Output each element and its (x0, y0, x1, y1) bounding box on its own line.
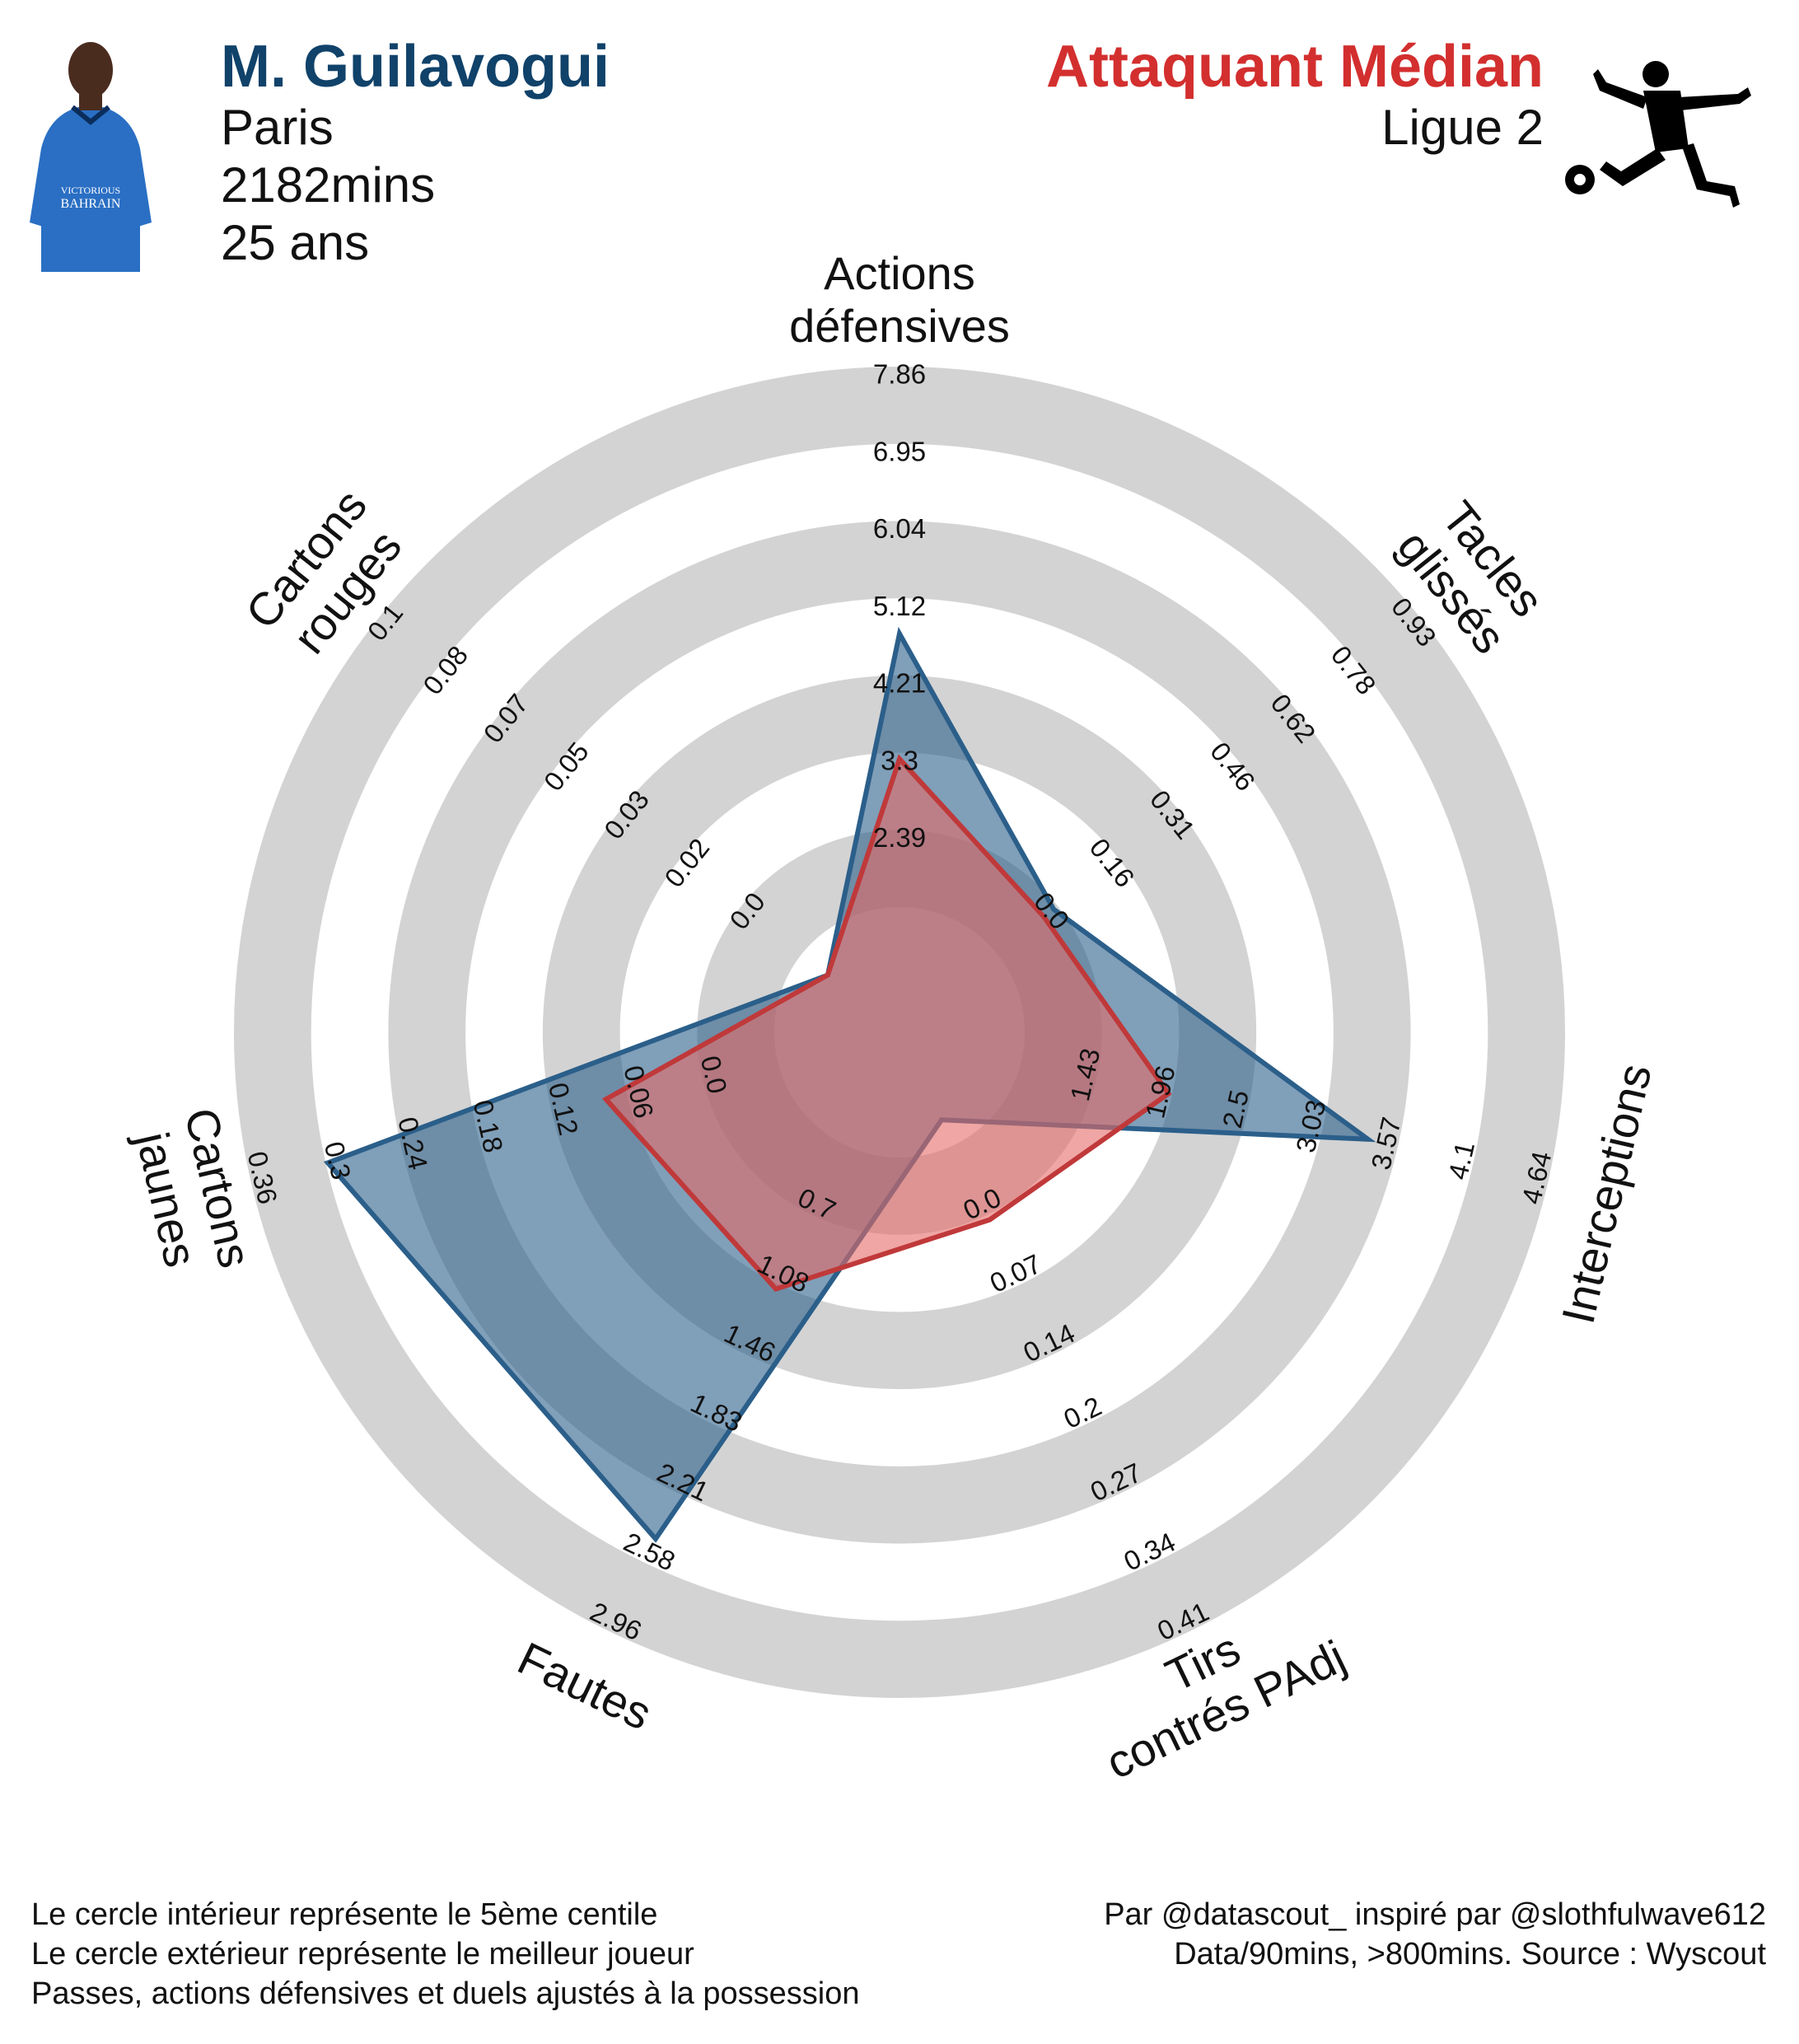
radar-polygons (323, 626, 1376, 1543)
footer-notes: Le cercle intérieur représente le 5ème c… (31, 1895, 859, 2014)
footballer-kick-icon (1565, 61, 1751, 208)
team-name: Paris (221, 100, 334, 155)
axis-label-line: Fautes (510, 1632, 660, 1740)
footer-credit-author: Par @datascout_ inspiré par @slothfulwav… (1104, 1897, 1766, 1932)
player-name: M. Guilavogui (221, 34, 610, 100)
player-photo: VICTORIOUS BAHRAIN (25, 25, 157, 272)
tick-label: 6.04 (873, 513, 926, 544)
player-age: 25 ans (221, 215, 370, 270)
radar-series-1 (601, 754, 1172, 1293)
tick-label: 2.39 (873, 822, 926, 853)
footer-credit-source: Data/90mins, >800mins. Source : Wyscout (1174, 1937, 1766, 1972)
photo-sponsor-line-1: VICTORIOUS (61, 185, 120, 196)
footer-note-possession: Passes, actions défensives et duels ajus… (31, 1976, 860, 2011)
axis-label: Fautes (510, 1632, 660, 1740)
tick-label: 7.86 (873, 359, 926, 390)
tick-label: 6.95 (873, 436, 926, 466)
axis-label-line: défensives (789, 300, 1010, 352)
footer-credits: Par @datascout_ inspiré par @slothfulwav… (1104, 1895, 1766, 1974)
axis-label-line: Actions (824, 247, 975, 299)
photo-sponsor-line-2: BAHRAIN (61, 197, 121, 211)
league-name: Ligue 2 (1381, 100, 1544, 155)
radar-ring-band (388, 521, 1411, 1544)
radar-ring-band (233, 366, 1566, 1699)
minutes-played: 2182mins (221, 157, 436, 213)
axis-label: Interceptions (1552, 1059, 1661, 1329)
axis-label-line: Interceptions (1552, 1059, 1661, 1329)
tick-label: 4.21 (873, 668, 926, 699)
player-position: Attaquant Médian (1046, 34, 1544, 100)
tick-label: 5.12 (873, 591, 926, 621)
footer-note-inner-circle: Le cercle intérieur représente le 5ème c… (31, 1897, 658, 1932)
footer-note-outer-circle: Le cercle extérieur représente le meille… (31, 1937, 694, 1972)
tick-label: 3.3 (881, 745, 918, 775)
